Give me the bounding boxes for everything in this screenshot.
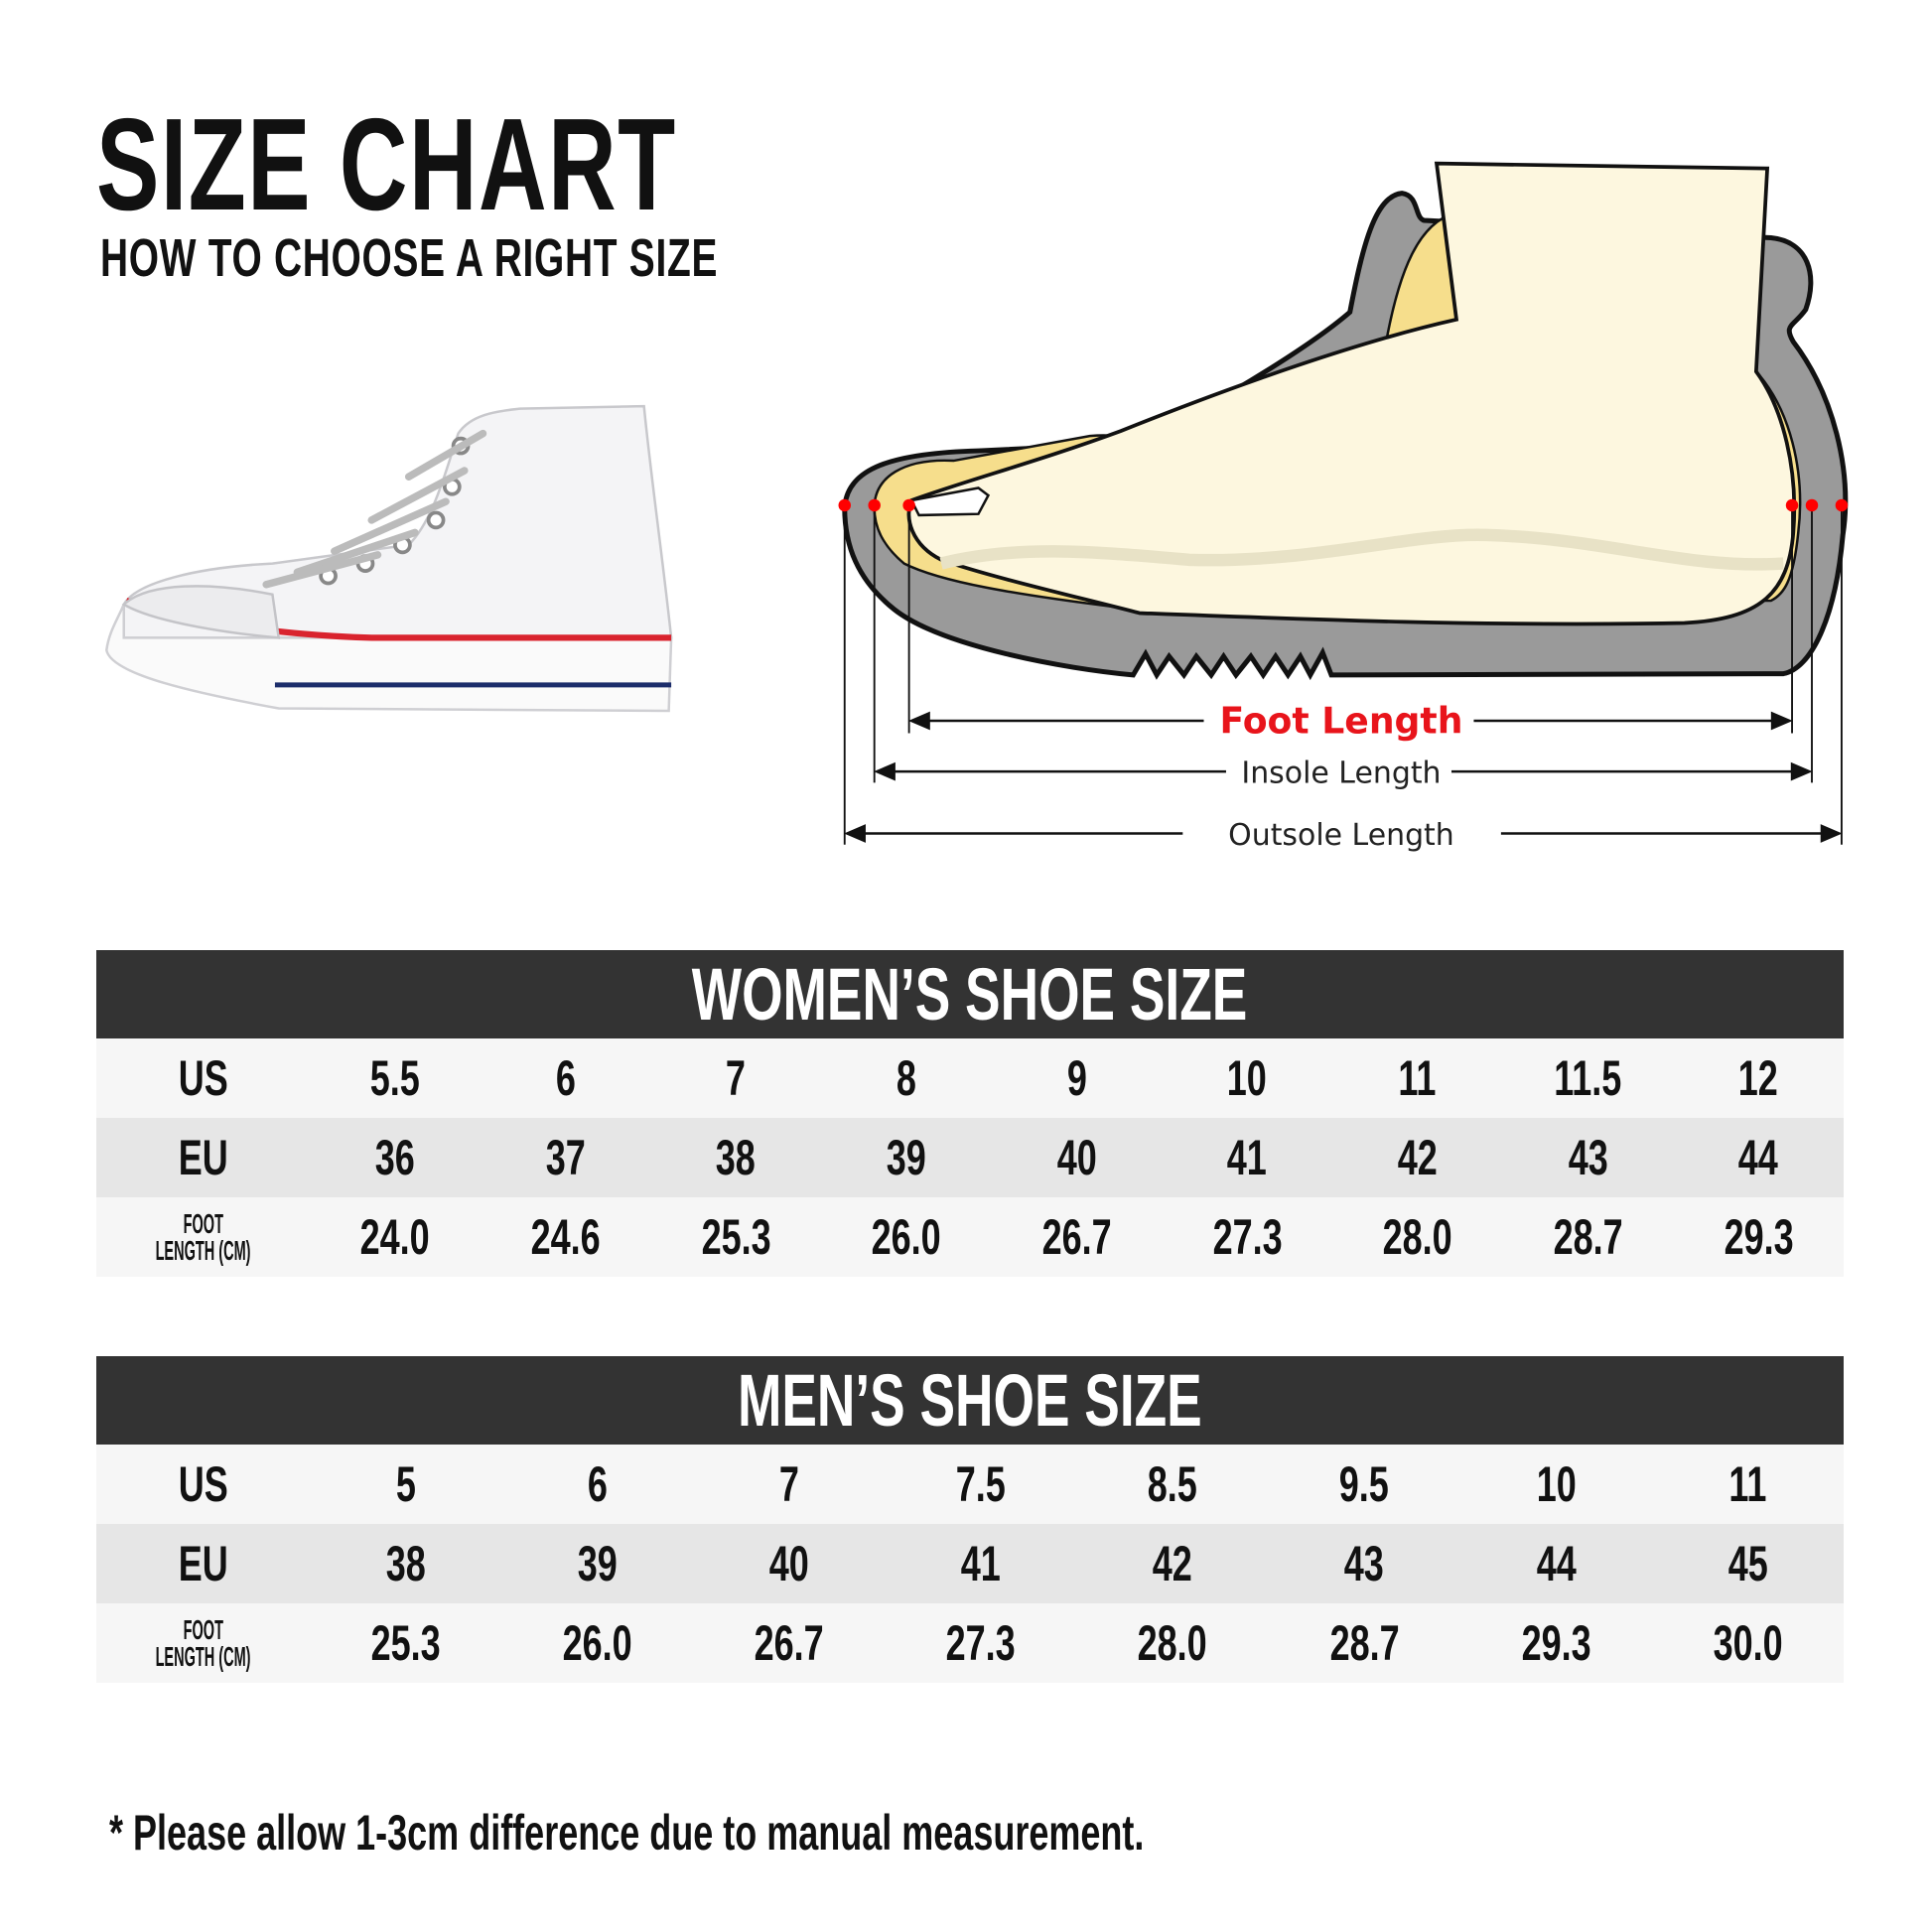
men-us-row: US 5 6 7 7.5 8.5 9.5 10 11 <box>96 1445 1844 1524</box>
size-cell: 39 <box>577 1536 618 1591</box>
size-cell: 24.0 <box>359 1209 430 1265</box>
size-cell: 27.3 <box>1212 1209 1283 1265</box>
size-cell: 11 <box>1398 1050 1437 1106</box>
size-cell: 29.3 <box>1521 1615 1591 1671</box>
size-cell: 37 <box>545 1130 586 1185</box>
outsole-length-label: Outsole Length <box>1228 818 1454 853</box>
women-size-table: WOMEN’S SHOE SIZE US 5.5 6 7 8 9 10 11 11.5 12 E… <box>96 950 1844 1277</box>
size-cell: 5 <box>395 1456 416 1512</box>
sneaker-image <box>105 404 673 713</box>
size-cell: 38 <box>385 1536 426 1591</box>
size-cell: 27.3 <box>945 1615 1016 1671</box>
size-cell: 11 <box>1728 1456 1767 1512</box>
women-eu-row: EU 36 37 38 39 40 41 42 43 44 <box>96 1118 1844 1197</box>
size-cell: 41 <box>960 1536 1001 1591</box>
women-table-title: WOMEN’S SHOE SIZE <box>96 950 1844 1038</box>
men-size-table: MEN’S SHOE SIZE US 5 6 7 7.5 8.5 9.5 10 11 EU 3… <box>96 1356 1844 1683</box>
size-cell: 28.7 <box>1329 1615 1400 1671</box>
size-cell: 45 <box>1727 1536 1768 1591</box>
size-cell: 26.0 <box>562 1615 632 1671</box>
size-cell: 28.0 <box>1382 1209 1452 1265</box>
size-cell: 28.0 <box>1138 1615 1208 1671</box>
size-cell: 44 <box>1536 1536 1577 1591</box>
insole-length-label: Insole Length <box>1241 756 1441 790</box>
size-cell: 40 <box>1056 1130 1097 1185</box>
page-title: SIZE CHART <box>96 91 677 237</box>
size-cell: 43 <box>1568 1130 1608 1185</box>
size-cell: 5.5 <box>369 1050 420 1106</box>
size-cell: 9.5 <box>1339 1456 1390 1512</box>
page-subtitle: HOW TO CHOOSE A RIGHT SIZE <box>100 228 719 288</box>
size-cell: 7.5 <box>955 1456 1006 1512</box>
men-eu-row: EU 38 39 40 41 42 43 44 45 <box>96 1524 1844 1603</box>
size-cell: 10 <box>1536 1456 1577 1512</box>
measurement-note: * Please allow 1-3cm difference due to m… <box>109 1805 1145 1861</box>
foot <box>906 161 1797 626</box>
size-cell: 26.0 <box>871 1209 941 1265</box>
size-cell: 26.7 <box>754 1615 824 1671</box>
size-cell: 6 <box>555 1050 576 1106</box>
size-cell: 38 <box>716 1130 757 1185</box>
size-cell: 9 <box>1066 1050 1087 1106</box>
size-cell: 7 <box>778 1456 799 1512</box>
men-table-title: MEN’S SHOE SIZE <box>96 1356 1844 1445</box>
size-cell: 25.3 <box>370 1615 441 1671</box>
size-cell: 42 <box>1397 1130 1438 1185</box>
size-cell: 6 <box>587 1456 608 1512</box>
foot-diagram: Foot Length Insole Length Outsole Length <box>838 161 1849 853</box>
size-cell: 41 <box>1227 1130 1268 1185</box>
size-cell: 26.7 <box>1041 1209 1112 1265</box>
size-cell: 44 <box>1738 1130 1779 1185</box>
size-cell: 39 <box>886 1130 926 1185</box>
women-us-row: US 5.5 6 7 8 9 10 11 11.5 12 <box>96 1038 1844 1118</box>
foot-length-label: Foot Length <box>1219 699 1462 742</box>
size-cell: 43 <box>1344 1536 1385 1591</box>
size-cell: 42 <box>1153 1536 1193 1591</box>
size-cell: 8.5 <box>1148 1456 1198 1512</box>
women-foot-length-row: FOOT LENGTH (CM) 24.0 24.6 25.3 26.0 26.7 27.3… <box>96 1197 1844 1277</box>
size-cell: 40 <box>768 1536 809 1591</box>
size-cell: 24.6 <box>530 1209 601 1265</box>
size-cell: 25.3 <box>701 1209 771 1265</box>
size-cell: 28.7 <box>1553 1209 1623 1265</box>
size-cell: 11.5 <box>1554 1050 1622 1106</box>
size-cell: 8 <box>896 1050 916 1106</box>
size-cell: 10 <box>1227 1050 1268 1106</box>
size-cell: 7 <box>726 1050 747 1106</box>
size-cell: 36 <box>374 1130 415 1185</box>
men-foot-length-row: FOOT LENGTH (CM) 25.3 26.0 26.7 27.3 28.0 28.7… <box>96 1603 1844 1683</box>
size-cell: 12 <box>1738 1050 1779 1106</box>
marker-dot <box>838 498 851 512</box>
size-cell: 30.0 <box>1713 1615 1783 1671</box>
size-cell: 29.3 <box>1724 1209 1794 1265</box>
